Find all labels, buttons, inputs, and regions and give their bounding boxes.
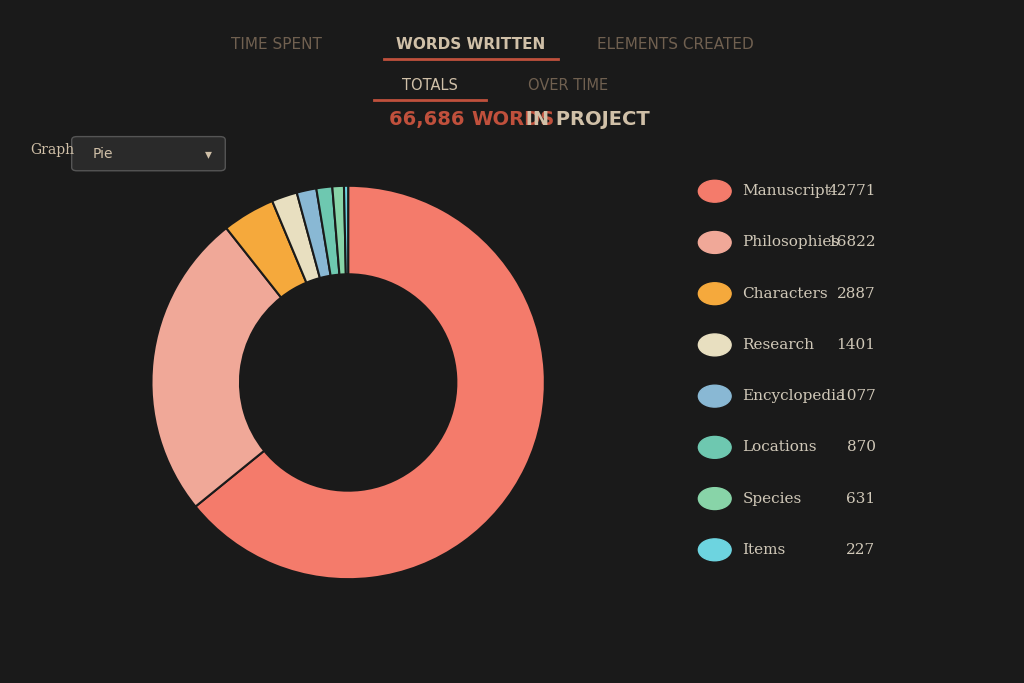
Text: TIME SPENT: TIME SPENT — [231, 37, 322, 52]
Circle shape — [698, 488, 731, 510]
Text: IN PROJECT: IN PROJECT — [519, 110, 650, 129]
Text: Encyclopedia: Encyclopedia — [742, 389, 846, 403]
Text: Philosophies: Philosophies — [742, 236, 840, 249]
Text: TOTALS: TOTALS — [402, 78, 458, 93]
Circle shape — [698, 180, 731, 202]
Text: 66,686: 66,686 — [389, 110, 471, 129]
Text: 2887: 2887 — [837, 287, 876, 301]
Text: Characters: Characters — [742, 287, 828, 301]
Text: Locations: Locations — [742, 441, 817, 454]
Text: Items: Items — [742, 543, 785, 557]
Circle shape — [698, 232, 731, 253]
Wedge shape — [344, 186, 348, 275]
Circle shape — [698, 539, 731, 561]
Wedge shape — [226, 201, 306, 298]
Text: 16822: 16822 — [827, 236, 876, 249]
Wedge shape — [332, 186, 346, 275]
Text: 631: 631 — [847, 492, 876, 505]
Circle shape — [698, 334, 731, 356]
Text: 870: 870 — [847, 441, 876, 454]
Wedge shape — [316, 186, 339, 276]
Text: Research: Research — [742, 338, 814, 352]
Text: 227: 227 — [847, 543, 876, 557]
Text: 42771: 42771 — [827, 184, 876, 198]
Text: ELEMENTS CREATED: ELEMENTS CREATED — [597, 37, 755, 52]
Wedge shape — [152, 228, 282, 507]
Text: Graph: Graph — [31, 143, 75, 157]
Text: Species: Species — [742, 492, 802, 505]
Circle shape — [698, 436, 731, 458]
Text: OVER TIME: OVER TIME — [528, 78, 608, 93]
Text: 1401: 1401 — [837, 338, 876, 352]
Wedge shape — [297, 189, 331, 278]
Circle shape — [698, 385, 731, 407]
Text: Manuscript: Manuscript — [742, 184, 831, 198]
FancyBboxPatch shape — [72, 137, 225, 171]
Text: 1077: 1077 — [837, 389, 876, 403]
Text: WORDS WRITTEN: WORDS WRITTEN — [396, 37, 546, 52]
Text: Pie: Pie — [92, 147, 113, 161]
Circle shape — [698, 283, 731, 305]
Text: WORDS: WORDS — [471, 110, 554, 129]
Wedge shape — [272, 193, 319, 283]
Text: ▾: ▾ — [205, 147, 212, 161]
Wedge shape — [196, 186, 545, 579]
